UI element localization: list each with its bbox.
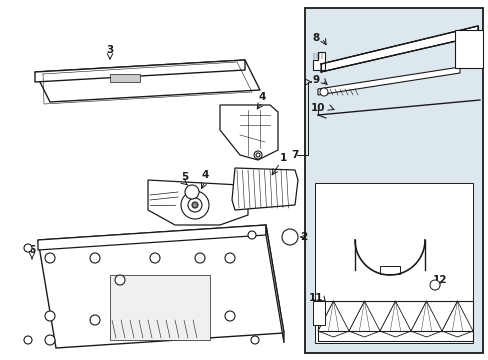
Circle shape <box>247 231 256 239</box>
Circle shape <box>90 253 100 263</box>
Polygon shape <box>231 168 297 210</box>
Circle shape <box>256 153 260 157</box>
Polygon shape <box>317 67 459 95</box>
Text: 7: 7 <box>291 150 298 160</box>
Text: 12: 12 <box>432 275 447 285</box>
Circle shape <box>282 229 297 245</box>
Bar <box>305 8 482 353</box>
Circle shape <box>319 88 327 96</box>
Bar <box>454 30 482 68</box>
Polygon shape <box>410 301 441 337</box>
Circle shape <box>224 253 235 263</box>
Circle shape <box>187 198 202 212</box>
Polygon shape <box>441 301 472 337</box>
Polygon shape <box>38 225 284 348</box>
Text: 5: 5 <box>181 172 188 182</box>
Circle shape <box>115 275 125 285</box>
Bar <box>314 183 472 343</box>
Circle shape <box>24 244 32 252</box>
Polygon shape <box>379 301 410 337</box>
Circle shape <box>184 185 199 199</box>
Polygon shape <box>35 60 260 102</box>
Circle shape <box>150 253 160 263</box>
Circle shape <box>253 151 262 159</box>
Polygon shape <box>35 60 244 82</box>
Circle shape <box>250 336 259 344</box>
Polygon shape <box>38 225 265 250</box>
Polygon shape <box>265 225 284 343</box>
Circle shape <box>45 253 55 263</box>
Text: 9: 9 <box>312 75 319 85</box>
Polygon shape <box>148 180 247 225</box>
Polygon shape <box>220 105 278 160</box>
Polygon shape <box>320 26 477 72</box>
Circle shape <box>181 191 208 219</box>
Bar <box>317 301 472 331</box>
Circle shape <box>90 315 100 325</box>
Bar <box>317 331 472 341</box>
Text: 11: 11 <box>308 293 323 303</box>
Bar <box>312 301 325 325</box>
Circle shape <box>192 202 198 208</box>
Text: 3: 3 <box>106 45 113 55</box>
Text: 10: 10 <box>310 103 325 113</box>
Text: 1: 1 <box>279 153 286 163</box>
Text: 2: 2 <box>300 232 307 242</box>
Circle shape <box>45 311 55 321</box>
Bar <box>379 266 399 274</box>
Circle shape <box>24 336 32 344</box>
Polygon shape <box>312 52 325 70</box>
Circle shape <box>429 280 439 290</box>
Polygon shape <box>348 301 379 337</box>
Bar <box>110 74 140 82</box>
Text: 6: 6 <box>28 245 36 255</box>
Text: 4: 4 <box>201 170 208 180</box>
Circle shape <box>224 311 235 321</box>
Circle shape <box>195 253 204 263</box>
Text: 4: 4 <box>258 92 265 102</box>
Circle shape <box>45 335 55 345</box>
Bar <box>110 275 209 340</box>
Polygon shape <box>317 301 348 337</box>
Text: 8: 8 <box>312 33 319 43</box>
